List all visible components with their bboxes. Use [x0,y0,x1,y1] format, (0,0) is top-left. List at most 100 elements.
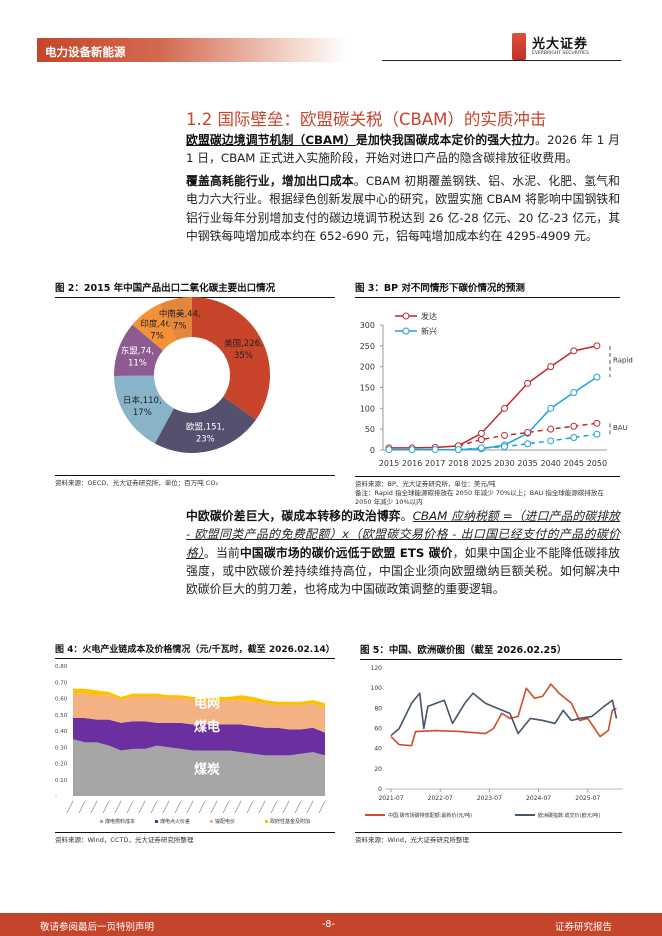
data-point [477,436,485,444]
logo-text-en: EVERBRIGHT SECURITIES [532,51,589,56]
page-footer: 敬请参阅最后一页特别声明 -8- 证券研究报告 [0,913,662,936]
legend-label: 发达 [421,311,437,321]
x-tick-label-placeholder [150,800,158,814]
section-title: 1.2 国际壁垒：欧盟碳关税（CBAM）的实质冲击 [186,110,547,129]
legend-swatch [100,820,103,823]
y-tick-label: 0.30 [55,745,68,751]
x-tick-label: 2016 [402,459,422,468]
legend-label: 煤电点火价差 [160,818,190,825]
legend-marker [402,312,410,320]
y-tick-label: 20 [374,766,382,773]
slice-percent: 17% [133,408,152,418]
area-label: 煤电 [194,719,220,735]
x-tick-label: 2040 [541,459,561,468]
data-point [570,347,578,355]
text: ，如果中国企业不能降低碳排放强度，或中欧碳价差持续维持高位，中国企业须向欧盟缴纳… [186,545,620,597]
series-line-新兴-Rapid [389,376,598,451]
footer-report-type: 证券研究报告 [555,922,613,933]
area-政府性基金及附加 [73,688,325,709]
x-tick-label: 2022-07 [428,795,453,802]
data-point [547,363,555,371]
bold-phrase: 中国碳市场的碳价远低于欧盟 ETS 碳价 [239,545,453,560]
fig5-line-chart: 0 20 40 60 80 100 120 2021-07 2022-07 2023-07 2024… [365,665,623,819]
slice-label: 欧盟,151, [186,421,225,432]
fig2-source: 资料来源：OECD、光大证券研究所，单位：百万吨 CO₂ [55,475,335,488]
pie-slice [159,297,192,341]
y-tick-label: 150 [360,384,375,393]
bold-lead-2: 是加快我国碳成本定价的强大拉力 [356,133,536,147]
x-tick-label-placeholder [318,800,326,814]
x-tick-label: 2035 [517,459,537,468]
pie-slice [114,324,163,376]
data-point [524,440,532,448]
y-tick-label: 50 [365,425,375,434]
data-point [547,425,555,433]
legend-label: 新兴 [421,326,437,336]
x-tick-label-placeholder [162,800,170,814]
legend-label: 政府性基金及附加 [270,818,310,825]
y-tick-label: 0.20 [55,762,68,768]
x-tick-label-placeholder [234,800,242,814]
x-tick-label: 2030 [494,459,514,468]
data-point [593,419,601,427]
slice-label: 美国,226, [224,338,263,349]
slice-label: 日本,110, [123,395,162,406]
legend-label: 欧洲碳指数:成交价(欧元/吨) [538,812,600,819]
header-divider [382,60,621,61]
x-tick-label-placeholder [246,800,254,814]
section-name: 电力设备新能源 [45,45,126,59]
slice-label: 东盟,74, [121,345,154,356]
legend-label: 输配电价 [215,818,235,825]
data-point [593,430,601,438]
x-tick-label: 2018 [448,459,468,468]
x-tick-label-placeholder [258,800,266,814]
logo-mark-icon [512,33,526,60]
y-tick-label: 250 [360,342,375,351]
annotation-rapid: Rapid [613,357,633,365]
x-tick-label-placeholder [210,800,218,814]
y-tick-label: 100 [371,685,383,692]
fig4-title: 图 4：火电产业链成本及价格情况（元/千瓦时，截至 2026.02.14） [55,642,335,659]
x-tick-label-placeholder [222,800,230,814]
x-tick-label-placeholder [282,800,290,814]
data-point [570,422,578,430]
company-logo: 光大证券 EVERBRIGHT SECURITIES [512,33,622,61]
y-tick-label: 0.10 [55,778,68,784]
x-tick-label-placeholder [198,800,206,814]
y-tick-label: 0.70 [55,680,68,686]
data-point [570,434,578,441]
data-point [524,379,532,387]
slice-percent: 7% [173,321,187,331]
series-line-发达-Rapid [389,345,598,449]
data-point [524,429,532,436]
x-tick-label: 2025 [471,459,491,468]
y-tick-label: 200 [360,363,375,372]
legend-swatch [155,820,158,823]
y-tick-label: 120 [371,665,383,672]
slice-label: 印度,46, [140,319,173,330]
fig3-source-text: 资料来源：BP、光大证券研究所，单位：美元/吨 [355,480,496,488]
annotation-bau: BAU [613,424,628,432]
text: 。 [400,509,413,523]
y-tick-label: 0.50 [55,713,68,719]
y-tick-label: 300 [360,321,375,330]
data-point [477,444,485,452]
area-输配电价 [73,693,325,733]
y-tick-label: 80 [374,705,382,712]
y-tick-label: 100 [360,404,375,413]
x-tick-label-placeholder [126,800,134,814]
data-point [547,404,555,412]
area-label: 电网 [194,695,220,711]
x-tick-label-placeholder [174,800,182,814]
fig5-title: 图 5：中国、欧洲碳价图（截至 2026.02.25） [360,642,622,660]
y-tick-label: 0.40 [55,729,68,735]
fig3-note: 备注：Rapid 指全球能源碳排放在 2050 年减少 70%以上；BAU 指全… [355,489,604,506]
fig3-source: 资料来源：BP、光大证券研究所，单位：美元/吨 备注：Rapid 指全球能源碳排放… [355,476,620,507]
bold-lead: 覆盖高耗能行业，增加出口成本 [186,174,354,188]
x-tick-label-placeholder [90,800,98,814]
area-label: 煤炭 [194,761,220,777]
fig4-source: 资料来源：Wind，CCTD，光大证券研究所整理 [55,832,335,845]
y-tick-label: 40 [374,746,382,753]
footer-disclaimer: 敬请参阅最后一页特别声明 [40,922,155,933]
